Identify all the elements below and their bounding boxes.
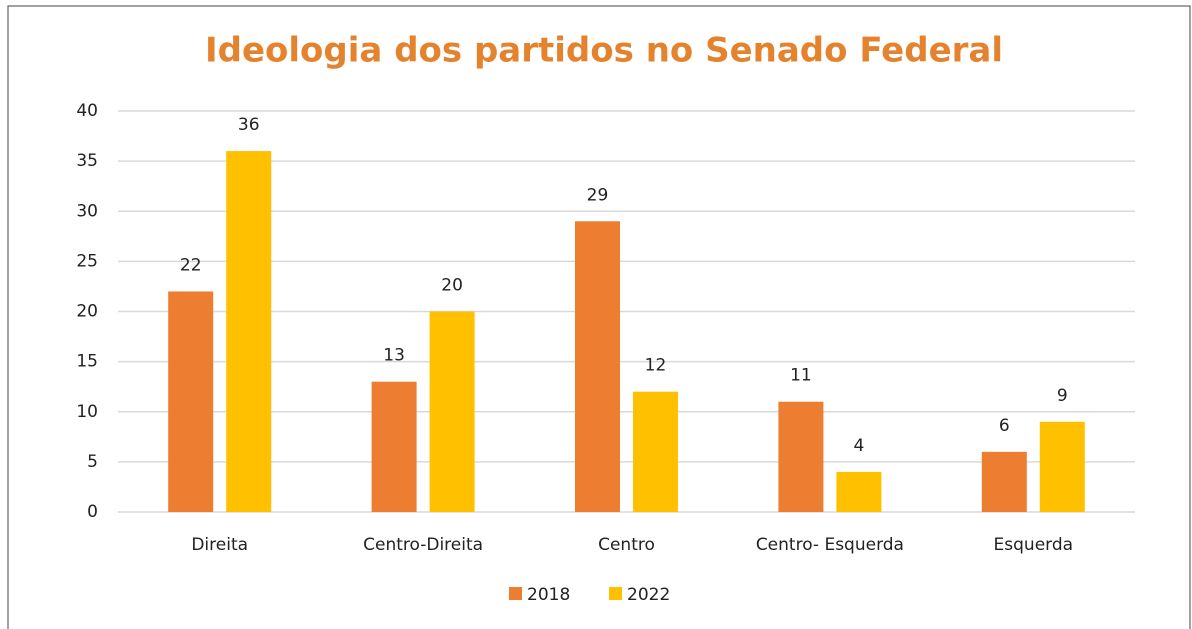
data-label: 4: [853, 436, 864, 456]
legend-swatch: [609, 587, 622, 600]
bar: [168, 291, 214, 512]
x-tick-label: Centro-Direita: [363, 535, 483, 555]
y-tick-label: 5: [87, 452, 98, 472]
bar: [778, 401, 824, 512]
bar: [836, 471, 882, 512]
chart-title: Ideologia dos partidos no Senado Federal: [205, 31, 1003, 71]
y-tick-label: 10: [76, 402, 98, 422]
legend-swatch: [509, 587, 522, 600]
bar: [633, 391, 678, 512]
y-tick-label: 20: [76, 302, 98, 322]
y-tick-label: 40: [76, 101, 98, 121]
data-label: 20: [441, 276, 463, 296]
chart-border: [7, 5, 1191, 629]
legend-label: 2018: [527, 585, 570, 605]
data-label: 22: [180, 255, 202, 275]
data-label: 13: [383, 346, 405, 366]
x-tick-label: Centro- Esquerda: [756, 535, 904, 555]
y-tick-label: 30: [76, 201, 98, 221]
bar: [226, 151, 272, 512]
y-tick-label: 25: [76, 251, 98, 271]
data-label: 9: [1057, 386, 1068, 406]
bar: [1039, 421, 1085, 512]
data-label: 6: [999, 416, 1010, 436]
bar: [575, 221, 620, 512]
data-label: 12: [645, 356, 667, 376]
bar: [981, 451, 1027, 512]
y-tick-label: 15: [76, 352, 98, 372]
y-tick-label: 0: [87, 502, 98, 522]
data-label: 11: [790, 366, 812, 386]
y-tick-label: 35: [76, 151, 98, 171]
bar: [429, 311, 475, 512]
bar: [371, 381, 417, 512]
x-tick-label: Centro: [598, 535, 655, 555]
legend-label: 2022: [627, 585, 670, 605]
x-tick-label: Direita: [191, 535, 248, 555]
data-label: 29: [587, 185, 609, 205]
data-label: 36: [238, 115, 260, 135]
x-tick-label: Esquerda: [994, 535, 1074, 555]
